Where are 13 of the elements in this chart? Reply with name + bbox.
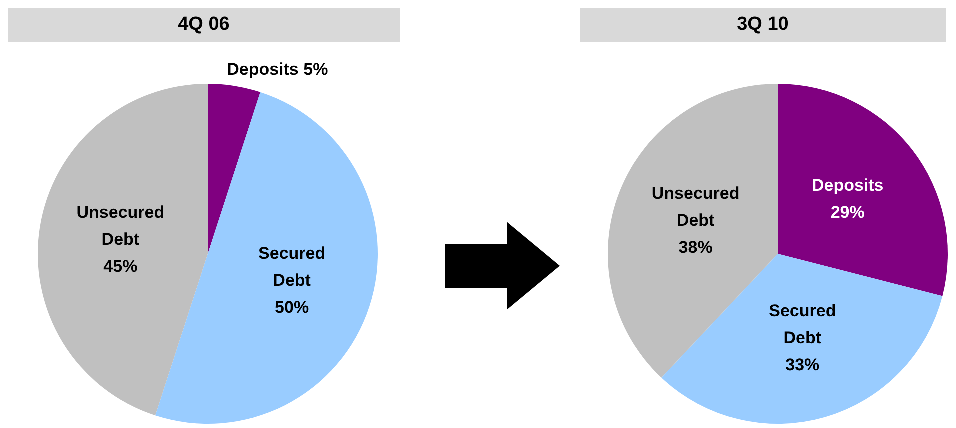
chart-title: 3Q 10 xyxy=(580,8,946,42)
slice-label: Unsecured Debt xyxy=(652,184,740,230)
slice-label: Deposits 5% xyxy=(227,60,328,79)
slice-label: Secured Debt xyxy=(769,302,836,348)
data-label: 45% xyxy=(104,256,138,276)
slice-label: Deposits xyxy=(812,176,884,196)
chart-title: 4Q 06 xyxy=(8,8,400,42)
data-label: 38% xyxy=(678,238,713,258)
data-label: 50% xyxy=(275,298,310,318)
data-label: 29% xyxy=(830,203,865,222)
slice-label: Secured Debt xyxy=(258,244,326,290)
data-label: 33% xyxy=(786,356,820,375)
slice-label: Unsecured Debt xyxy=(76,202,165,249)
